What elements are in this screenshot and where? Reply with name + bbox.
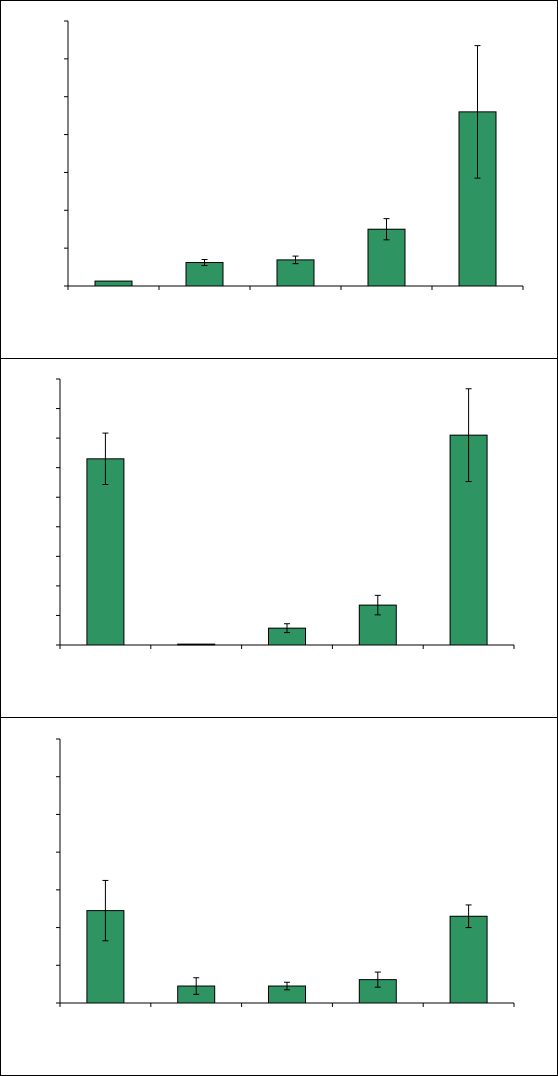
bar bbox=[449, 915, 488, 1004]
bar bbox=[94, 280, 133, 287]
bar bbox=[86, 458, 125, 646]
chart-panel-3 bbox=[0, 717, 558, 1076]
chart-panel-1 bbox=[0, 0, 558, 359]
chart-1-svg bbox=[64, 20, 524, 290]
chart-2-svg bbox=[56, 378, 515, 649]
chart-panel-2 bbox=[0, 358, 558, 718]
chart-3-svg bbox=[56, 738, 515, 1007]
